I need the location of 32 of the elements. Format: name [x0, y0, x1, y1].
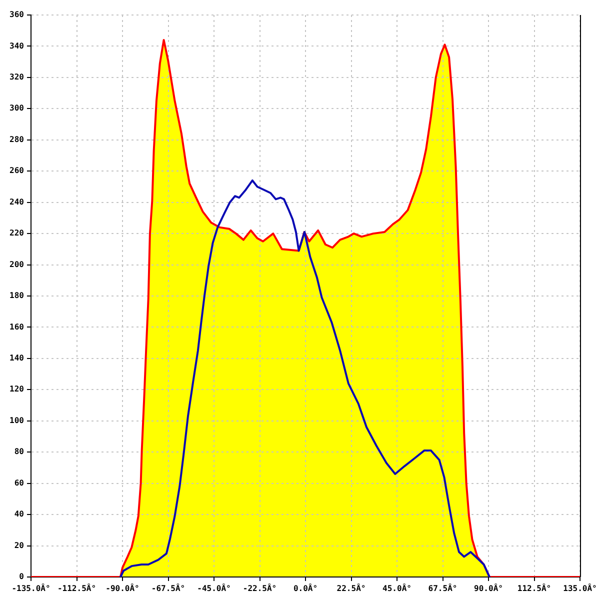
x-tick-label: -67.5Â°: [151, 582, 186, 593]
y-tick-label: 0: [19, 572, 24, 582]
x-tick-label: -112.5Â°: [57, 582, 96, 593]
y-tick-label: 300: [10, 104, 24, 113]
x-tick-label: -45.0Â°: [197, 582, 231, 593]
x-tick-label: 67.5Â°: [428, 582, 458, 593]
x-tick-label: 45.0Â°: [382, 582, 412, 593]
x-tick-label: 135.0Â°: [563, 582, 597, 593]
y-tick-label: 60: [14, 478, 24, 488]
x-tick-label: -22.5Â°: [242, 582, 277, 593]
y-tick-label: 160: [10, 322, 24, 332]
x-tick-label: 0.0Â°: [293, 582, 318, 593]
y-tick-label: 120: [10, 384, 24, 394]
y-tick-label: 180: [10, 291, 24, 300]
y-tick-label: 140: [10, 354, 24, 363]
y-tick-label: 40: [14, 510, 24, 519]
y-tick-label: 240: [10, 197, 24, 206]
x-tick-label: -135.0Â°: [12, 582, 50, 593]
y-tick-label: 360: [10, 10, 24, 20]
y-tick-label: 340: [10, 41, 24, 50]
y-tick-label: 220: [10, 228, 24, 238]
y-tick-label: 280: [10, 134, 24, 144]
y-tick-label: 320: [10, 72, 24, 82]
y-tick-label: 260: [10, 166, 24, 176]
x-tick-label: 90.0Â°: [474, 582, 503, 593]
x-tick-label: 112.5Â°: [517, 582, 552, 593]
x-tick-label: 22.5Â°: [336, 582, 366, 593]
y-tick-label: 20: [14, 540, 24, 550]
y-tick-label: 80: [14, 447, 24, 456]
x-tick-label: -90.0Â°: [106, 582, 140, 593]
y-tick-label: 100: [10, 416, 24, 425]
y-tick-label: 200: [10, 260, 24, 269]
